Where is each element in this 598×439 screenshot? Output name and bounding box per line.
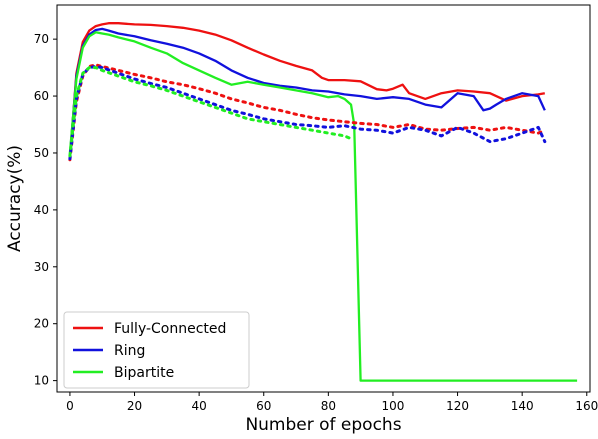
x-axis: 0 20 40 60 80 100 120 140 160 [66, 392, 598, 413]
series-fully-connected [68, 22, 546, 159]
y-tick-label: 10 [34, 374, 49, 388]
y-tick-label: 60 [34, 89, 49, 103]
series-dotted-3 [68, 63, 547, 162]
x-tick-label: 140 [511, 399, 534, 413]
plot-frame [56, 4, 591, 393]
y-axis: 10 20 30 40 50 60 70 [34, 32, 57, 388]
y-tick-label: 70 [34, 32, 49, 46]
legend-box [63, 311, 250, 389]
series-bipartite [68, 31, 578, 382]
x-tick-label: 160 [575, 399, 598, 413]
x-tick-label: 100 [381, 399, 404, 413]
y-tick-label: 50 [34, 146, 49, 160]
legend-label-bipartite: Bipartite [114, 365, 174, 381]
x-tick-label: 40 [191, 399, 206, 413]
legend: Fully-Connected Ring Bipartite [63, 311, 250, 389]
x-tick-label: 80 [321, 399, 336, 413]
x-tick-label: 120 [446, 399, 469, 413]
x-tick-label: 60 [256, 399, 271, 413]
y-tick-label: 30 [34, 260, 49, 274]
x-tick-label: 0 [66, 399, 74, 413]
series-dotted-5 [68, 66, 353, 158]
x-axis-label: Number of epochs [245, 415, 401, 435]
x-tick-label: 20 [127, 399, 142, 413]
series-dotted-4 [68, 65, 547, 161]
series-ring [68, 27, 546, 156]
y-tick-label: 40 [34, 203, 49, 217]
legend-label-ring: Ring [114, 343, 145, 359]
y-tick-label: 20 [34, 317, 49, 331]
legend-label-fully-connected: Fully-Connected [114, 321, 226, 337]
series-layer [68, 22, 578, 382]
y-axis-label: Accuracy(%) [5, 145, 25, 252]
